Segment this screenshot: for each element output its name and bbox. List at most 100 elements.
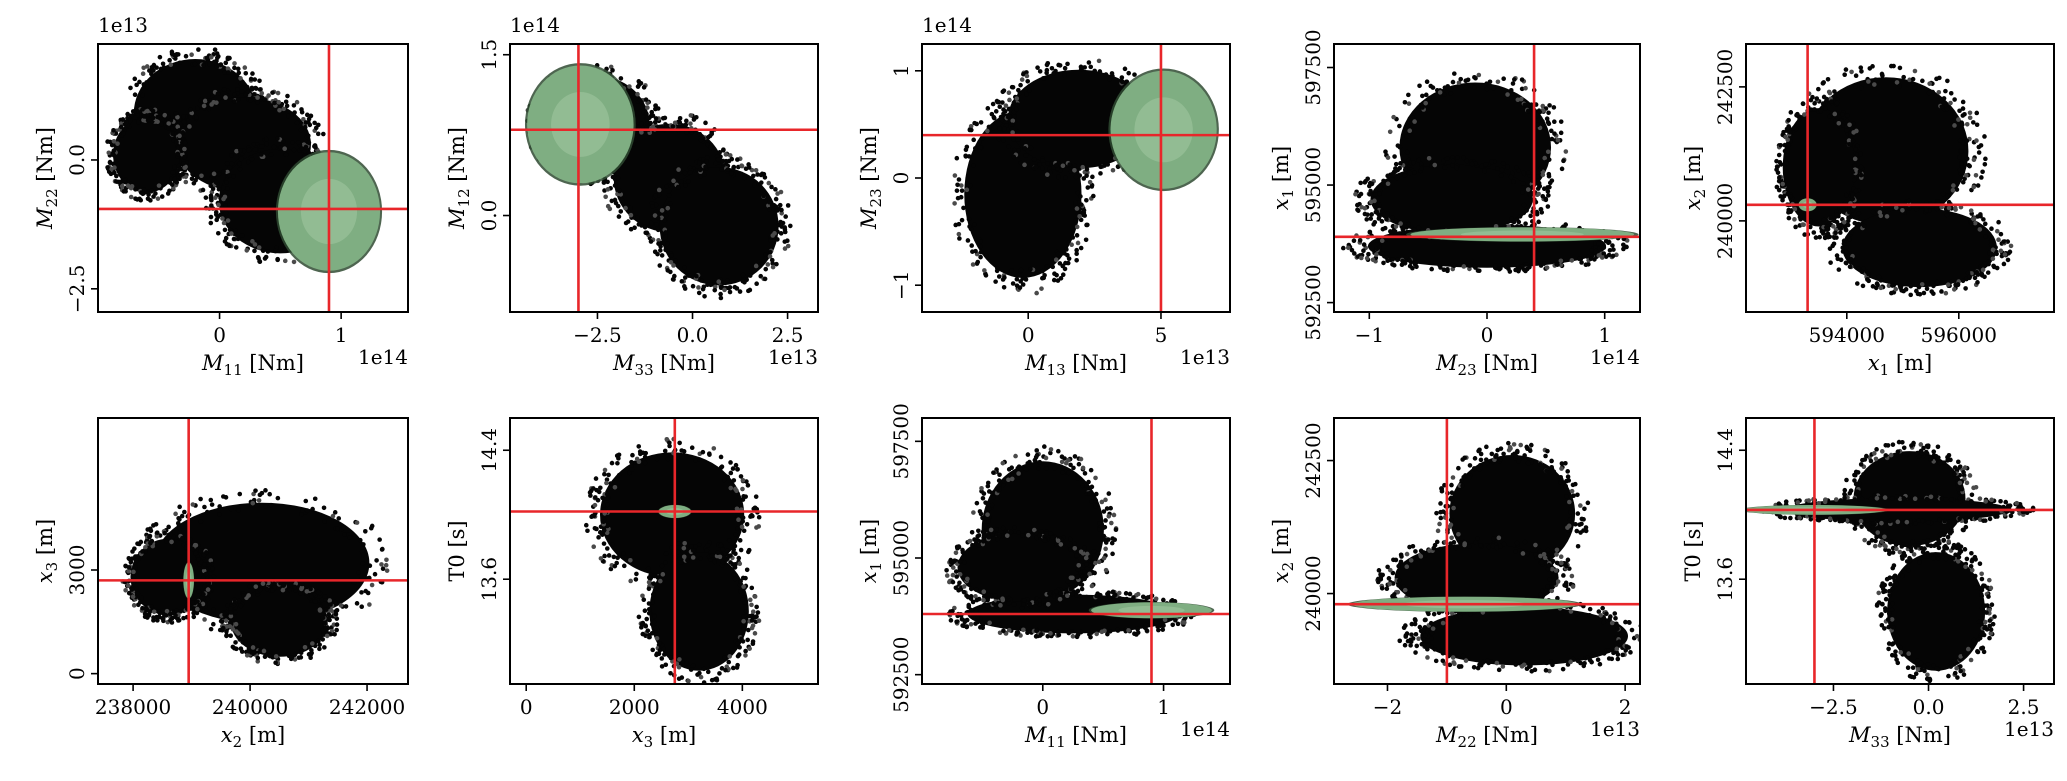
panel-10-xtick-label: 0.0: [1913, 695, 1945, 719]
panel-9-ytick-label: 242500: [1301, 422, 1325, 498]
panel-4-xlabel: M23 [Nm]: [1435, 351, 1538, 379]
panel-3-plot-area: [922, 44, 1230, 312]
panel-1-xlabel: M11 [Nm]: [201, 351, 304, 379]
panel-2-posterior-region-1: [527, 65, 634, 184]
panel-4-sample-cloud-3: [1370, 164, 1533, 234]
panel-6-ytick-label: 3000: [65, 545, 89, 596]
panel-6: 238000 240000 242000 0 3000 x2 [m] x3 [m]: [33, 417, 409, 751]
panel-8-plot-area: [922, 418, 1230, 684]
panel-9-xlabel: M22 [Nm]: [1435, 723, 1538, 751]
panel-10-x-multiplier: 1e13: [2004, 717, 2054, 741]
panel-6-ylabel: x3 [m]: [33, 519, 61, 583]
panel-3-ytick-label: 1: [889, 64, 913, 77]
panel-5-xtick-label: 596000: [1921, 323, 1997, 347]
panel-1-sample-points-4: [105, 106, 189, 203]
panel-8: 0 1 592500 595000 597500 M11 [Nm] x1 [m] 1e14: [857, 403, 1231, 751]
panel-8-ytick-label: 597500: [889, 403, 913, 479]
panel-4-ylabel: x1 [m]: [1269, 146, 1297, 210]
panel-7-frame: [509, 417, 819, 685]
panel-2-ytick-label: 0.0: [477, 200, 501, 232]
panel-7-xtick-label: 2000: [609, 695, 660, 719]
panel-3-posterior-region-1: [1110, 70, 1217, 189]
panel-3-ytick-label: −1: [889, 270, 913, 299]
panel-6-xtick-label: 238000: [95, 695, 171, 719]
panel-5-frame: [1745, 43, 2055, 313]
panel-9-sample-cloud-2: [1394, 543, 1559, 612]
panel-1-ytick-label: −2.5: [65, 265, 89, 314]
panel-4-xtick-label: −1: [1355, 323, 1384, 347]
panel-4: −1 0 1 592500 595000 597500 M23 [Nm] x1 [m] 1e14: [1269, 29, 1641, 379]
panel-4-plot-area: [1334, 44, 1640, 312]
panel-3: 0 5 −1 0 1 M13 [Nm] M23 [Nm] 1e13 1e14: [857, 13, 1231, 379]
panel-3-xlabel: M13 [Nm]: [1024, 351, 1127, 379]
panel-9-x-multiplier: 1e13: [1590, 717, 1640, 741]
panel-8-xtick-label: 0: [1036, 695, 1049, 719]
panel-1-xtick-label: 0: [213, 323, 226, 347]
panel-9-sample-cloud-3: [1420, 606, 1628, 666]
panel-8-ytick-label: 592500: [889, 636, 913, 712]
panel-3-xtick-label: 0: [1022, 323, 1035, 347]
panel-8-ytick-label: 595000: [889, 520, 913, 596]
panel-7-ytick-label: 14.4: [477, 428, 501, 473]
panel-7-ytick-label: 13.6: [477, 557, 501, 602]
panel-10-frame: [1745, 417, 2055, 685]
panel-4-ytick-label: 597500: [1301, 29, 1325, 105]
panel-1-ytick-label: 0.0: [65, 144, 89, 176]
panel-7-xtick-label: 0: [520, 695, 533, 719]
panel-6-plot-area: [98, 418, 408, 684]
panel-8-ylabel: x1 [m]: [857, 519, 885, 583]
panel-9: −2 0 2 240000 242500 M22 [Nm] x2 [m] 1e13: [1269, 417, 1641, 751]
panel-4-ytick-label: 595000: [1301, 147, 1325, 223]
panel-8-x-multiplier: 1e14: [1180, 717, 1230, 741]
panel-2-sample-cloud-3: [659, 167, 779, 286]
panel-9-ylabel: x2 [m]: [1269, 519, 1297, 583]
panel-3-ylabel: M23 [Nm]: [857, 127, 885, 230]
panel-9-ytick-label: 240000: [1301, 555, 1325, 631]
panel-2-xtick-label: 0.0: [677, 323, 709, 347]
panel-2-xtick-label: −2.5: [573, 323, 622, 347]
panel-6-xtick-label: 240000: [212, 695, 288, 719]
panel-2: −2.5 0.0 2.5 0.0 1.5 M33 [Nm] M12 [Nm] 1e13 1e14: [445, 13, 819, 379]
panel-10-sample-points-2: [1874, 538, 1997, 684]
panel-9-frame: [1333, 417, 1641, 685]
panel-5-sample-cloud-2: [1842, 208, 1997, 288]
panel-1-frame: [97, 43, 409, 313]
panel-2-y-multiplier: 1e14: [510, 13, 560, 37]
panel-5-xtick-label: 594000: [1809, 323, 1885, 347]
panel-3-ytick-label: 0: [889, 172, 913, 185]
panel-2-x-multiplier: 1e13: [768, 345, 818, 369]
panel-5-ytick-label: 242500: [1713, 49, 1737, 125]
panel-5-ytick-label: 240000: [1713, 183, 1737, 259]
panel-3-x-multiplier: 1e13: [1180, 345, 1230, 369]
panel-7-ylabel: T0 [s]: [445, 520, 469, 581]
panel-7-xlabel: x3 [m]: [632, 723, 696, 751]
panel-2-xlabel: M33 [Nm]: [612, 351, 715, 379]
panel-3-xtick-label: 5: [1155, 323, 1168, 347]
panel-5-sample-points-2: [1825, 198, 2014, 298]
panel-3-y-multiplier: 1e14: [922, 13, 972, 37]
panel-2-ytick-label: 1.5: [477, 39, 501, 71]
panel-2-xtick-label: 2.5: [772, 323, 804, 347]
panel-8-sample-points-3: [944, 525, 1094, 611]
panel-2-frame: [509, 43, 819, 313]
panel-7-xtick-label: 4000: [717, 695, 768, 719]
panel-10-plot-area: [1746, 418, 2054, 684]
panel-4-x-multiplier: 1e14: [1590, 345, 1640, 369]
panel-5-plot-area: [1746, 44, 2054, 312]
panel-5-sample-cloud-3: [1782, 108, 1855, 227]
panel-10-ylabel: T0 [s]: [1681, 520, 1705, 581]
panel-5-sample-points-3: [1774, 94, 1865, 241]
panel-6-sample-cloud-3: [230, 586, 328, 657]
panel-10-xtick-label: 2.5: [2008, 695, 2040, 719]
panel-4-ytick-label: 592500: [1301, 264, 1325, 340]
panel-4-xtick-label: 0: [1481, 323, 1494, 347]
panel-1-xtick-label: 1: [335, 323, 348, 347]
panel-9-xtick-label: 2: [1619, 695, 1632, 719]
panel-7: 0 2000 4000 13.6 14.4 x3 [m] T0 [s]: [445, 417, 819, 751]
panel-6-xtick-label: 242000: [329, 695, 405, 719]
panel-1-plot-area: [98, 44, 408, 312]
panel-1-y-multiplier: 1e13: [98, 13, 148, 37]
panel-4-xtick-label: 1: [1598, 323, 1611, 347]
panel-2-sample-points-3: [648, 154, 793, 301]
panel-6-sample-points-3: [218, 578, 340, 667]
